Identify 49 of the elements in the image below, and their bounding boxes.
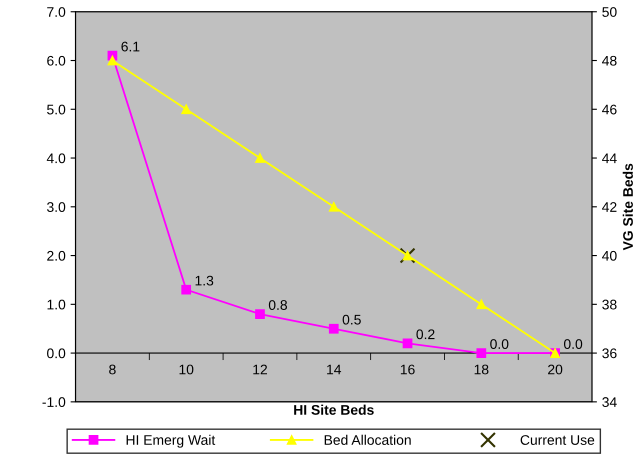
data-label: 0.0 (490, 339, 508, 349)
x-tick-label: 18 (474, 364, 488, 374)
point (181, 104, 192, 114)
data-label: 0.0 (564, 339, 582, 349)
y2-tick-label: 36 (602, 348, 617, 358)
y-tick-label: 2.0 (47, 250, 66, 261)
data-label: 6.1 (121, 42, 140, 52)
point (181, 284, 192, 295)
x-tick-label: 12 (253, 364, 268, 374)
y-tick-label: 6.0 (47, 56, 66, 66)
legend-label: HI Emerg Wait (126, 434, 216, 448)
point (402, 338, 412, 348)
x-tick-label: 10 (180, 364, 194, 374)
y-tick-label: 0.0 (47, 348, 66, 358)
x-tick-label: 16 (400, 364, 415, 374)
y2-tick-label: 48 (602, 56, 617, 66)
x-axis-title: HI Site Beds (294, 404, 374, 415)
point (255, 153, 265, 163)
data-label: 1.3 (196, 276, 214, 286)
point (108, 56, 118, 66)
data-label: 0.2 (416, 329, 434, 340)
y2-tick-label: 40 (602, 250, 617, 261)
data-label: 0.5 (342, 314, 361, 325)
y-tick-label: 7.0 (47, 7, 66, 17)
x-tick-label: 14 (327, 364, 342, 374)
point (476, 348, 486, 358)
y-tick-label: 4.0 (46, 153, 66, 164)
y2-tick-label: 44 (602, 154, 617, 164)
y-tick-label: -1.0 (42, 397, 66, 408)
point (400, 248, 416, 264)
data-label: 0.8 (268, 300, 288, 310)
point (328, 324, 339, 334)
y-tick-label: 1.0 (48, 300, 66, 310)
legend-label: Current Use (520, 435, 594, 445)
x-tick-label: 20 (548, 364, 562, 374)
point (328, 202, 339, 212)
y2-tick-label: 38 (602, 300, 617, 310)
point (402, 250, 412, 260)
y2-tick-label: 46 (602, 104, 617, 114)
y-tick-label: 5.0 (47, 104, 66, 114)
y2-tick-label: 50 (602, 7, 617, 17)
point (476, 299, 486, 310)
x-tick-label: 8 (109, 364, 116, 374)
legend-label: Bed Allocation (324, 434, 411, 445)
y2-tick-label: 34 (602, 397, 617, 408)
point (255, 309, 265, 319)
y-tick-label: 3.0 (47, 202, 66, 212)
y2-axis-title: VG Site Beds (622, 164, 633, 250)
y2-tick-label: 42 (602, 202, 616, 212)
